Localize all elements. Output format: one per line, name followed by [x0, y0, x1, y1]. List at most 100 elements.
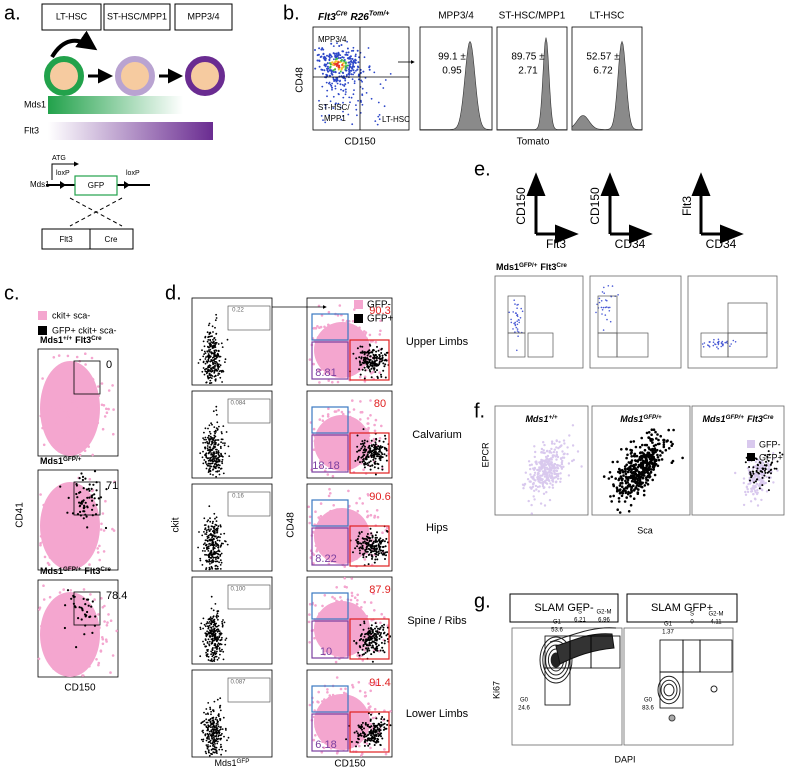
event-dot — [212, 331, 214, 333]
event-dot — [361, 502, 365, 505]
event-dot — [373, 516, 376, 519]
construct-label: GFP — [88, 181, 104, 190]
population-box — [103, 3, 171, 31]
event-dot — [333, 58, 335, 61]
event-dot — [368, 731, 371, 733]
event-dot — [512, 311, 514, 313]
event-dot — [97, 661, 101, 665]
event-dot — [58, 553, 61, 556]
panel-label: e. — [474, 158, 491, 180]
event-dot — [210, 422, 213, 425]
gfp-box — [74, 175, 118, 196]
event-dot — [221, 625, 224, 628]
event-dot — [102, 404, 106, 407]
event-dot — [199, 452, 202, 455]
event-dot — [92, 652, 95, 655]
event-dot — [351, 683, 354, 687]
event-dot — [63, 433, 67, 437]
event-dot — [216, 612, 219, 615]
event-dot — [209, 563, 211, 565]
event-dot — [510, 321, 513, 324]
event-dot — [224, 639, 227, 641]
event-dot — [223, 621, 226, 624]
event-dot — [91, 499, 94, 502]
event-dot — [211, 462, 214, 465]
event-dot — [551, 483, 554, 487]
event-dot — [80, 528, 83, 531]
event-dot — [211, 566, 213, 569]
event-dot — [62, 651, 66, 655]
gate — [73, 591, 101, 626]
event-dot — [207, 632, 210, 635]
event-dot — [555, 458, 558, 461]
event-dot — [111, 654, 115, 657]
event-dot — [364, 548, 367, 551]
gate-value: 0.100 — [230, 587, 246, 593]
event-dot — [337, 57, 340, 59]
event-dot — [536, 473, 539, 476]
event-dot — [356, 347, 359, 350]
event-dot — [64, 429, 67, 433]
event-dot — [221, 381, 224, 383]
event-dot — [81, 607, 84, 611]
event-dot — [215, 350, 218, 352]
event-dot — [365, 362, 368, 365]
event-dot — [341, 83, 344, 86]
event-dot — [80, 423, 84, 427]
event-dot — [78, 642, 81, 646]
event-dot — [218, 359, 221, 362]
event-dot — [205, 725, 208, 728]
event-dot — [379, 459, 382, 462]
event-dot — [349, 101, 351, 104]
event-dot — [213, 535, 216, 538]
event-dot — [385, 454, 388, 457]
event-dot — [217, 444, 219, 446]
axis-label: Flt3 — [546, 237, 566, 251]
event-dot — [376, 737, 379, 740]
event-dot — [548, 486, 551, 489]
event-dot — [216, 363, 219, 366]
event-dot — [64, 439, 68, 443]
event-dot — [90, 382, 94, 386]
event-dot — [209, 517, 211, 520]
event-dot — [532, 495, 535, 498]
event-dot — [366, 455, 368, 458]
plot-title: Mds1+/+ — [525, 414, 557, 425]
event-dot — [205, 752, 208, 755]
event-dot — [80, 618, 83, 621]
event-dot — [67, 648, 71, 652]
frame — [37, 469, 119, 571]
event-dot — [217, 525, 220, 528]
event-dot — [210, 551, 213, 554]
panel-label: d. — [165, 282, 182, 304]
event-dot — [342, 89, 345, 92]
event-dot — [61, 512, 64, 515]
event-dot — [212, 640, 214, 642]
event-dot — [211, 530, 214, 533]
event-dot — [568, 434, 571, 437]
event-dot — [64, 367, 68, 370]
event-dot — [376, 531, 378, 534]
event-dot — [220, 542, 223, 545]
event-dot — [365, 351, 368, 354]
event-dot — [226, 338, 229, 341]
event-dot — [362, 70, 365, 73]
event-dot — [729, 345, 731, 348]
event-dot — [356, 545, 359, 548]
event-dot — [207, 738, 209, 740]
axis-label: CD48 — [286, 512, 297, 538]
event-dot — [205, 531, 208, 534]
event-dot — [212, 553, 214, 556]
event-dot — [211, 359, 213, 361]
event-dot — [345, 738, 348, 741]
event-dot — [222, 658, 225, 661]
event-dot — [206, 520, 209, 523]
event-dot — [203, 547, 205, 550]
event-dot — [223, 532, 226, 535]
event-dot — [48, 517, 51, 520]
event-dot — [207, 638, 210, 641]
event-dot — [211, 438, 214, 441]
event-dot — [45, 649, 49, 652]
event-dot — [382, 626, 385, 629]
event-dot — [217, 557, 219, 560]
